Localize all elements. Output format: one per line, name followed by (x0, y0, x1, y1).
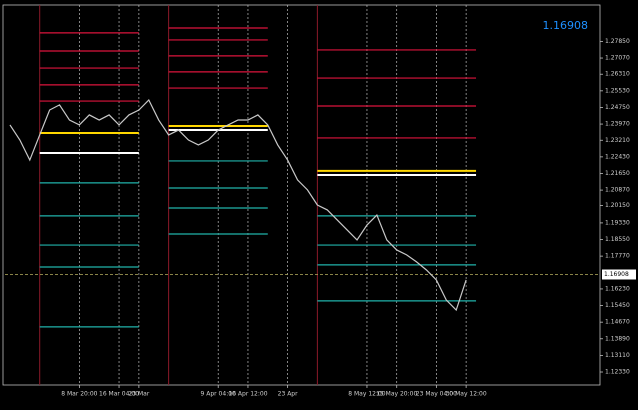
y-tick-label: 1.23210 (605, 137, 630, 144)
x-tick-label: 16 Apr 12:00 (228, 391, 267, 398)
y-tick-label: 1.21650 (605, 170, 630, 177)
y-tick-label: 1.16230 (605, 285, 630, 292)
x-tick-label: 9 Apr 04:00 (201, 391, 236, 398)
y-tick-label: 1.20870 (605, 187, 630, 194)
current-price-tag-label: 1.16908 (604, 271, 629, 278)
y-tick-label: 1.25530 (605, 87, 630, 94)
y-tick-label: 1.15450 (605, 302, 630, 309)
y-tick-label: 1.26310 (605, 71, 630, 78)
x-tick-label: 8 May 12:00 (348, 391, 386, 398)
y-tick-label: 1.27850 (605, 38, 630, 45)
y-tick-label: 1.20150 (605, 202, 630, 209)
y-tick-label: 1.12330 (605, 369, 630, 376)
y-tick-label: 1.22430 (605, 153, 630, 160)
y-tick-label: 1.13110 (605, 352, 630, 359)
x-tick-label: 8 Mar 20:00 (61, 391, 97, 398)
x-tick-label: 16 Mar 04:00 (99, 391, 139, 398)
x-tick-label: 15 May 20:00 (376, 391, 417, 398)
price-line (9, 98, 467, 312)
x-tick-label: 30 May 12:00 (446, 391, 487, 398)
x-tick-label: 23 Mar (128, 391, 149, 398)
current-price-label: 1.16908 (543, 19, 589, 32)
x-tick-label: 23 May 04:00 (416, 391, 457, 398)
current-price-tag (602, 269, 636, 280)
y-tick-label: 1.13890 (605, 335, 630, 342)
x-tick-label: 23 Apr (278, 391, 298, 398)
y-tick-label: 1.14670 (605, 319, 630, 326)
y-tick-label: 1.19330 (605, 219, 630, 226)
y-tick-label: 1.18550 (605, 236, 630, 243)
y-tick-label: 1.17770 (605, 253, 630, 260)
y-tick-label: 1.23970 (605, 121, 630, 128)
y-tick-label: 1.24750 (605, 104, 630, 111)
plot-frame (2, 4, 601, 386)
y-tick-label: 1.27070 (605, 55, 630, 62)
